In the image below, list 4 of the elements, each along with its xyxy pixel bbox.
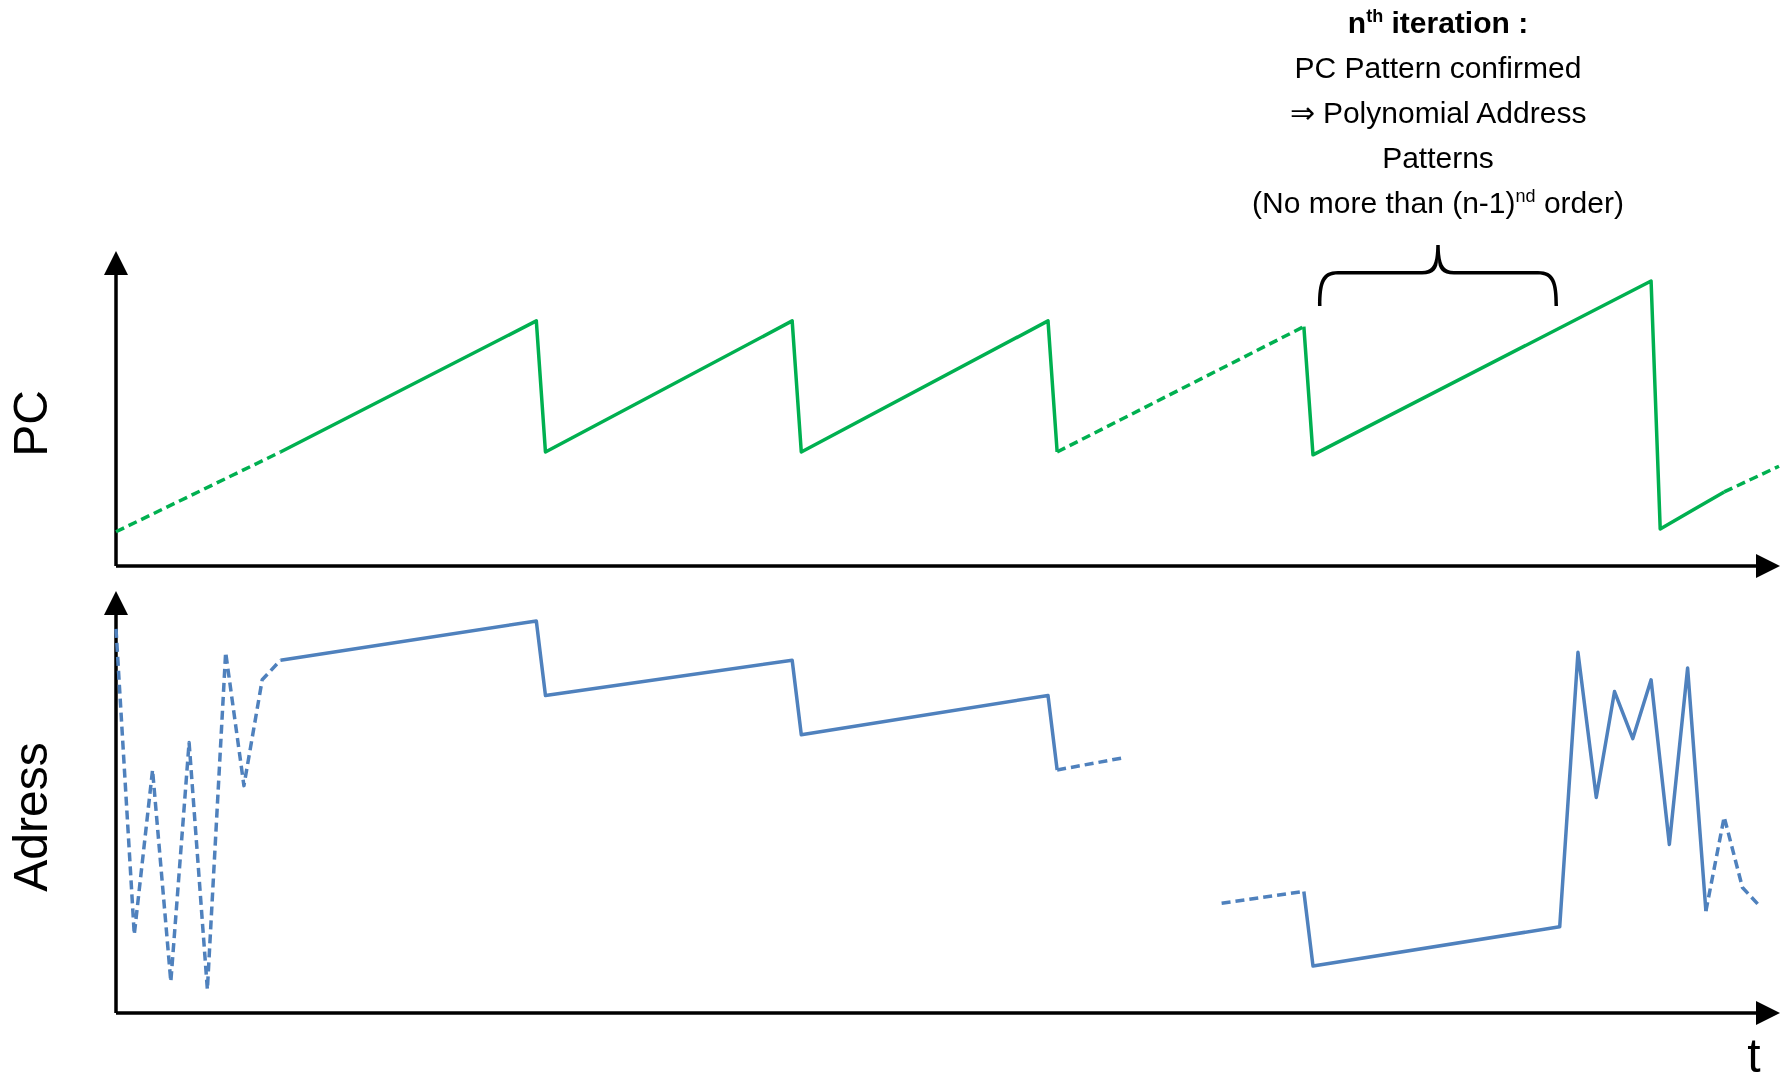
y-axis-title: Adress [4, 742, 58, 892]
x-axis-title: t [1747, 1029, 1761, 1083]
y-axis-title: PC [4, 390, 58, 457]
text: n$^{th}$ iteration : PC Pattern confirmed ⇒ Polynomial Address Patterns (No more than (n-1)$^{nd}$ order) [1252, 6, 1624, 219]
